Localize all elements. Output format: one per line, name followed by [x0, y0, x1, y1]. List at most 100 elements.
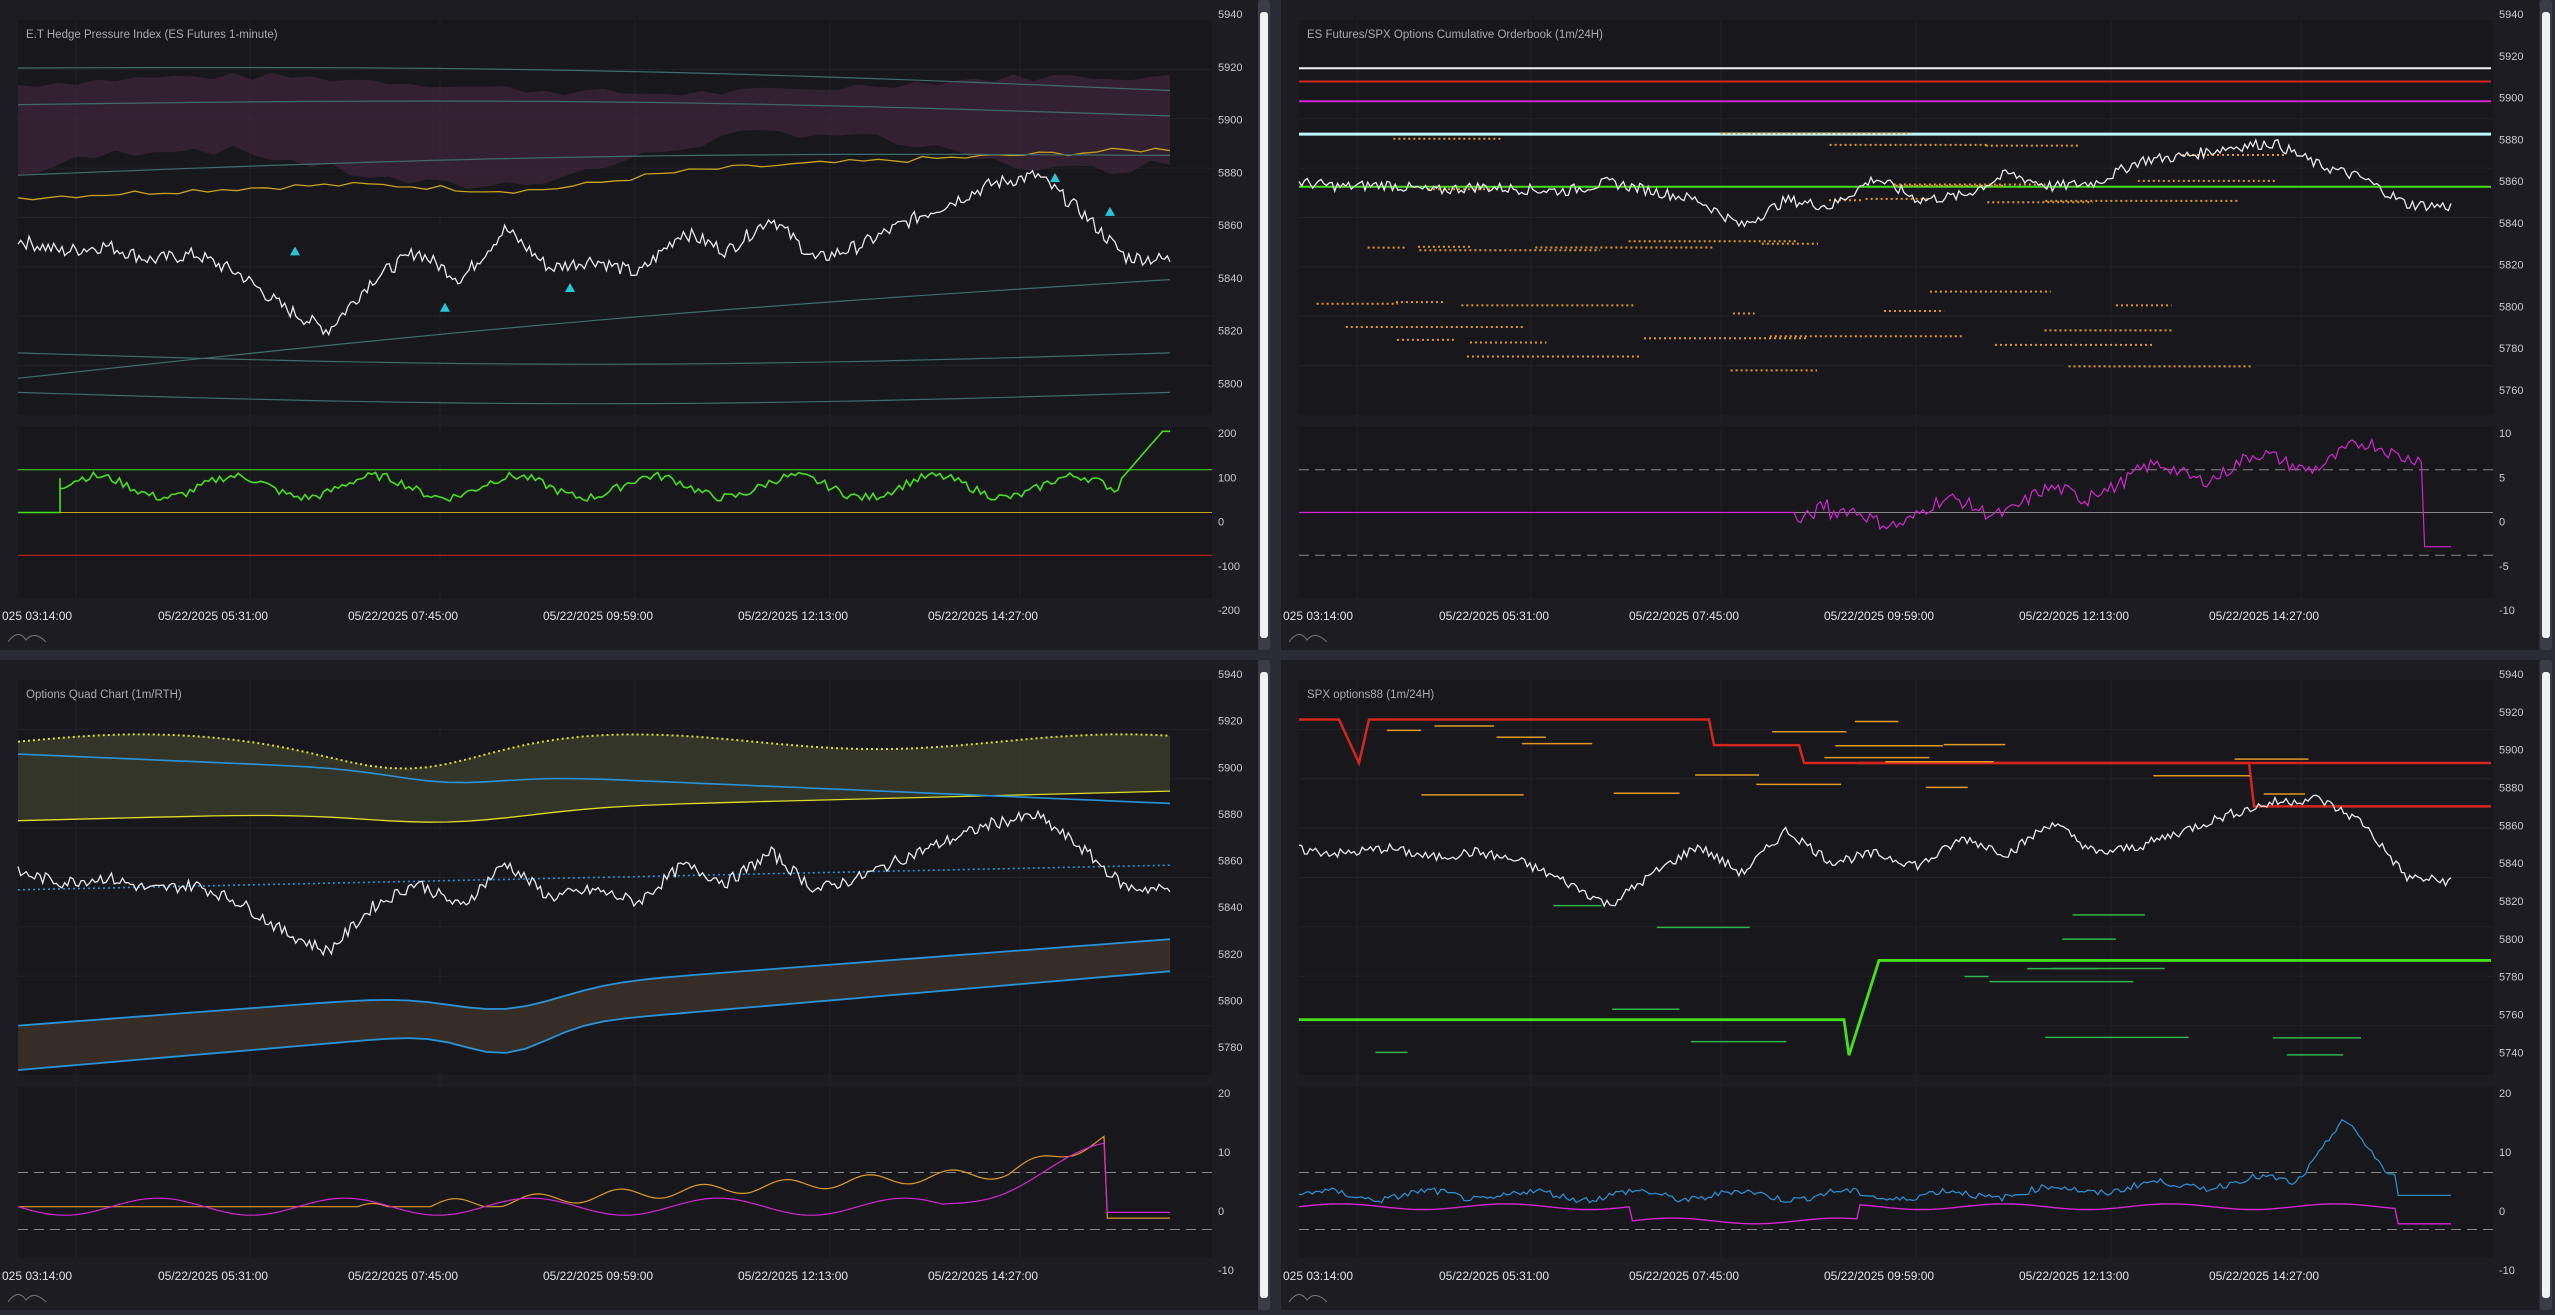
teal-curve-line	[17, 391, 1171, 405]
green-step-line	[1299, 959, 2491, 1056]
sub-magenta-line	[1299, 437, 2451, 548]
time-label: 05/22/2025 05:31:00	[1439, 1269, 1549, 1283]
teal-curve-line	[17, 66, 1171, 92]
triangle-up-marker	[1105, 206, 1115, 216]
time-label: 05/22/2025 09:59:00	[543, 609, 653, 623]
y-tick-label: 5860	[1218, 220, 1242, 232]
scroll-thumb[interactable]	[1260, 672, 1268, 1298]
y-tick-label: 5880	[1218, 167, 1242, 179]
scroll-thumb[interactable]	[1260, 12, 1268, 638]
y-tick-label: 5920	[2499, 51, 2523, 63]
blue-band-upper	[17, 938, 1171, 1027]
time-label: 05/22/2025 09:59:00	[1824, 609, 1934, 623]
y-tick-label: 5840	[2499, 858, 2523, 870]
time-label: 05/22/2025 07:45:00	[348, 609, 458, 623]
scrollbar-bottom-right[interactable]	[2540, 660, 2552, 1310]
y-tick-label: 5740	[2499, 1047, 2523, 1059]
time-label: 025 03:14:00	[1283, 1269, 1353, 1283]
sub-y-tick-label: 200	[1218, 428, 1236, 440]
lower-band-area	[18, 939, 1170, 1071]
sub-y-tick-label: 10	[2499, 1147, 2511, 1159]
time-label: 05/22/2025 14:27:00	[928, 609, 1038, 623]
y-tick-label: 5840	[1218, 902, 1242, 914]
time-label: 05/22/2025 12:13:00	[2019, 609, 2129, 623]
price-series-line	[17, 169, 1171, 337]
chart-bottom-left: Options Quad Chart (1m/RTH) 5940 5920 5900 5…	[2, 669, 1242, 1303]
chart-title: Options Quad Chart (1m/RTH)	[26, 689, 182, 701]
time-label: 05/22/2025 12:13:00	[2019, 1269, 2129, 1283]
time-label: 025 03:14:00	[2, 609, 72, 623]
y-tick-label: 5920	[1218, 62, 1242, 74]
teal-curve-line	[17, 100, 1171, 117]
y-tick-label: 5820	[2499, 260, 2523, 272]
chart-title: ES Futures/SPX Options Cumulative Orderb…	[1307, 29, 1603, 41]
triangle-up-marker	[290, 246, 300, 256]
chart-title: SPX options88 (1m/24H)	[1307, 689, 1434, 701]
triangle-up-marker	[1050, 173, 1060, 182]
y-tick-label: 5860	[1218, 856, 1242, 868]
y-tick-label: 5880	[1218, 809, 1242, 821]
oscillator-line	[18, 430, 1170, 514]
panel-bottom-left: Options Quad Chart (1m/RTH) 5940 5920 5900 5…	[0, 660, 1258, 1310]
scroll-thumb[interactable]	[2542, 672, 2550, 1298]
logo-icon	[7, 634, 47, 643]
time-label: 05/22/2025 12:13:00	[738, 609, 848, 623]
logo-icon	[7, 1294, 47, 1303]
y-tick-label: 5820	[1218, 326, 1242, 338]
triangle-up-marker	[565, 283, 575, 293]
price-series-line	[1298, 138, 2452, 228]
sub-magenta-line	[1298, 1203, 2451, 1225]
time-label: 05/22/2025 05:31:00	[158, 1269, 268, 1283]
time-label: 05/22/2025 09:59:00	[543, 1269, 653, 1283]
y-tick-label: 5900	[2499, 93, 2523, 105]
gold-level-line	[17, 147, 1171, 201]
sub-y-tick-label: 100	[1218, 472, 1236, 484]
panel-top-left: E.T Hedge Pressure Index (ES Futures 1-m…	[0, 0, 1258, 650]
red-step-line	[1299, 718, 2491, 767]
sub-y-tick-label: 20	[1218, 1088, 1230, 1100]
sub-y-tick-label: 5	[2499, 472, 2505, 484]
y-tick-label: 5800	[1218, 378, 1242, 390]
time-label: 05/22/2025 07:45:00	[1629, 609, 1739, 623]
scrollbar-top-right[interactable]	[2540, 0, 2552, 650]
triangle-up-marker	[440, 302, 450, 312]
y-tick-label: 5840	[2499, 218, 2523, 230]
time-label: 05/22/2025 12:13:00	[738, 1269, 848, 1283]
scrollbar-top-left[interactable]	[1258, 0, 1270, 650]
y-tick-label: 5760	[2499, 1009, 2523, 1021]
sub-y-tick-label: -100	[1218, 561, 1240, 573]
y-tick-label: 5820	[2499, 896, 2523, 908]
scrollbar-bottom-left[interactable]	[1258, 660, 1270, 1310]
teal-curve-line	[17, 279, 1171, 379]
y-tick-label: 5920	[1218, 716, 1242, 728]
blue-dotted-line	[17, 864, 1171, 891]
y-tick-label: 5900	[1218, 115, 1242, 127]
y-tick-label: 5820	[1218, 949, 1242, 961]
y-tick-label: 5900	[2499, 745, 2523, 757]
sub-y-tick-label: 0	[1218, 517, 1224, 529]
y-tick-label: 5780	[2499, 343, 2523, 355]
sub-y-tick-label: -10	[2499, 1265, 2515, 1277]
time-label: 025 03:14:00	[2, 1269, 72, 1283]
sub-y-tick-label: -10	[2499, 605, 2515, 617]
blue-band-lower	[17, 970, 1171, 1071]
y-tick-label: 5800	[2499, 301, 2523, 313]
y-tick-label: 5840	[1218, 273, 1242, 285]
y-tick-label: 5800	[2499, 934, 2523, 946]
chart-top-right: ES Futures/SPX Options Cumulative Orderb…	[1283, 9, 2523, 643]
y-tick-label: 5860	[2499, 820, 2523, 832]
time-label: 025 03:14:00	[1283, 609, 1353, 623]
time-label: 05/22/2025 05:31:00	[158, 609, 268, 623]
y-tick-label: 5760	[2499, 385, 2523, 397]
y-tick-label: 5940	[2499, 669, 2523, 681]
red-step-line-lower	[1859, 761, 2491, 808]
scroll-thumb[interactable]	[2542, 12, 2550, 638]
y-tick-label: 5940	[1218, 669, 1242, 681]
time-label: 05/22/2025 09:59:00	[1824, 1269, 1934, 1283]
chart-title: E.T Hedge Pressure Index (ES Futures 1-m…	[26, 29, 278, 41]
blue-mid-line	[17, 753, 1171, 805]
y-tick-label: 5860	[2499, 176, 2523, 188]
y-tick-label: 5880	[2499, 782, 2523, 794]
time-label: 05/22/2025 07:45:00	[348, 1269, 458, 1283]
sub-y-tick-label: 0	[1218, 1206, 1224, 1218]
